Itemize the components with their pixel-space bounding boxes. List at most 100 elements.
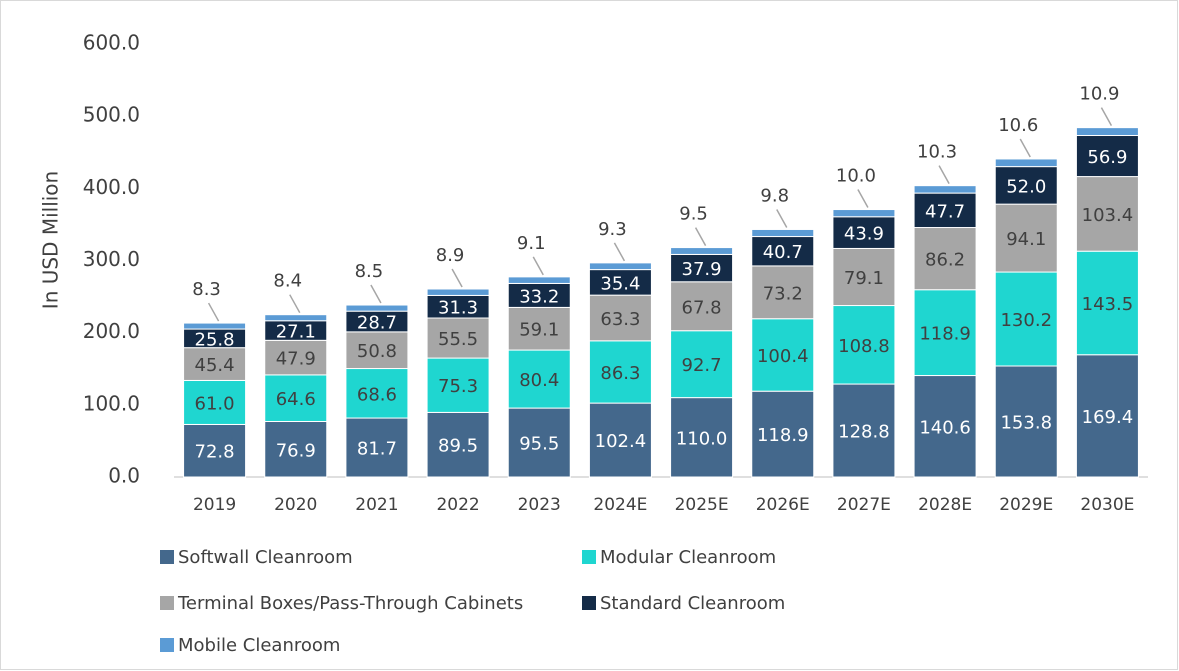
- data-label: 153.8: [1000, 413, 1052, 434]
- bar-segment: [345, 368, 409, 419]
- bar-segment: [913, 289, 977, 377]
- data-label: 10.6: [998, 115, 1038, 136]
- data-label: 43.9: [844, 224, 884, 245]
- bar-segment: [913, 185, 977, 194]
- data-label: 169.4: [1082, 407, 1134, 428]
- bar-segment: [832, 305, 896, 385]
- bar-segment: [1075, 176, 1139, 252]
- bar-segment: [751, 228, 815, 238]
- bar-segment: [670, 397, 734, 478]
- data-label: 92.7: [682, 355, 722, 376]
- data-label: 63.3: [600, 309, 640, 330]
- data-label: 9.1: [517, 233, 546, 254]
- x-tick-label: 2023: [518, 495, 561, 515]
- data-label: 86.3: [600, 363, 640, 384]
- bar-segment: [588, 262, 652, 271]
- data-label: 59.1: [519, 320, 559, 341]
- data-label: 64.6: [276, 389, 316, 410]
- bar-segment: [832, 216, 896, 249]
- bar-segment: [670, 247, 734, 255]
- data-label: 86.2: [925, 250, 965, 271]
- data-label: 8.3: [192, 279, 221, 300]
- data-label: 94.1: [1006, 229, 1046, 250]
- leader-line: [1100, 107, 1113, 127]
- bar-segment: [426, 317, 490, 359]
- leader-line: [289, 294, 301, 314]
- data-label: 37.9: [682, 259, 722, 280]
- data-label: 35.4: [600, 273, 640, 294]
- bar-segment: [507, 306, 571, 351]
- data-label: 128.8: [838, 422, 890, 443]
- bar-segment: [183, 423, 247, 478]
- y-axis-label: In USD Million: [39, 171, 63, 309]
- leader-line: [451, 268, 463, 288]
- data-label: 9.5: [679, 204, 708, 225]
- data-label: 40.7: [763, 242, 803, 263]
- data-label: 9.3: [598, 219, 627, 240]
- data-label: 28.7: [357, 313, 397, 334]
- y-tick-label: 600.0: [83, 31, 140, 55]
- data-label: 89.5: [438, 436, 478, 457]
- data-label: 143.5: [1082, 294, 1134, 315]
- legend-label: Standard Cleanroom: [600, 593, 785, 614]
- data-label: 79.1: [844, 268, 884, 289]
- data-label: 102.4: [595, 431, 647, 452]
- data-label: 75.3: [438, 376, 478, 397]
- y-tick-label: 0.0: [108, 464, 140, 488]
- data-label: 110.0: [676, 428, 728, 449]
- bar-segment: [670, 281, 734, 332]
- leader-line: [1019, 138, 1031, 158]
- data-label: 31.3: [438, 298, 478, 319]
- bar-segment: [832, 247, 896, 307]
- y-tick-label: 300.0: [83, 247, 140, 271]
- data-label: 130.2: [1000, 310, 1052, 331]
- data-label: 10.3: [917, 142, 957, 163]
- bar-segment: [994, 203, 1058, 273]
- data-label: 45.4: [195, 355, 235, 376]
- bar-segment: [751, 265, 815, 320]
- data-label: 27.1: [276, 322, 316, 343]
- x-tick-label: 2020: [274, 495, 317, 515]
- x-tick-label: 2021: [355, 495, 398, 515]
- bar-segment: [751, 236, 815, 267]
- data-label: 10.0: [836, 166, 876, 187]
- legend-swatch: [160, 638, 174, 652]
- bar-segment: [1075, 135, 1139, 178]
- data-label: 103.4: [1082, 205, 1134, 226]
- bar-segment: [913, 227, 977, 291]
- bar-segment: [426, 288, 490, 296]
- leader-line: [207, 302, 220, 322]
- legend-label: Terminal Boxes/Pass-Through Cabinets: [177, 593, 523, 614]
- leader-line: [938, 165, 950, 185]
- x-tick-label: 2029E: [999, 495, 1053, 515]
- data-label: 33.2: [519, 286, 559, 307]
- bar-segment: [1075, 354, 1139, 478]
- legend-swatch: [582, 550, 596, 564]
- x-tick-label: 2027E: [837, 495, 891, 515]
- bar-segment: [1075, 250, 1139, 356]
- bar-segment: [832, 383, 896, 478]
- x-tick-label: 2024E: [593, 495, 647, 515]
- data-label: 81.7: [357, 439, 397, 460]
- bar-segment: [670, 330, 734, 399]
- data-label: 47.7: [925, 201, 965, 222]
- x-tick-label: 2025E: [675, 495, 729, 515]
- x-tick-label: 2030E: [1080, 495, 1134, 515]
- bar-segment: [994, 158, 1058, 168]
- data-label: 9.8: [760, 185, 789, 206]
- data-label: 108.8: [838, 336, 890, 357]
- bar-segment: [183, 347, 247, 381]
- data-label: 118.9: [919, 324, 971, 345]
- bar-segment: [670, 253, 734, 283]
- data-label: 10.9: [1079, 84, 1119, 105]
- data-label: 8.5: [355, 261, 384, 282]
- bar-segment: [751, 318, 815, 392]
- y-tick-label: 100.0: [83, 391, 140, 415]
- bar-segment: [507, 276, 571, 284]
- y-tick-label: 400.0: [83, 175, 140, 199]
- data-label: 67.8: [682, 297, 722, 318]
- data-label: 61.0: [195, 393, 235, 414]
- x-tick-label: 2028E: [918, 495, 972, 515]
- data-label: 8.9: [436, 245, 465, 266]
